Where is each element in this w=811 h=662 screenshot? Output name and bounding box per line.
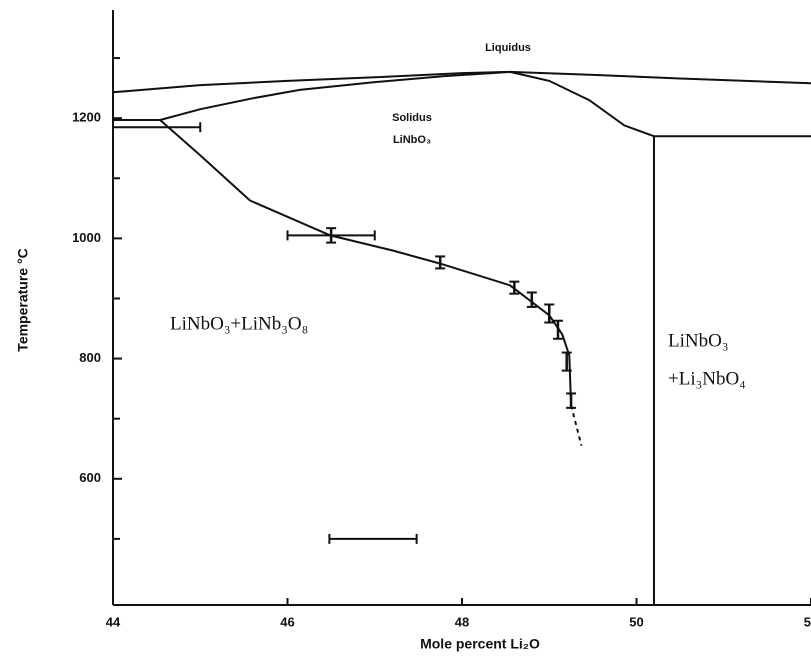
phase-boundary [112, 70, 811, 94]
x-tick-label: 46 [280, 614, 294, 629]
annotation: LiNbO₃ [668, 330, 728, 351]
x-tick-label: 44 [106, 614, 121, 629]
x-axis-title: Mole percent Li₂O [420, 636, 540, 652]
y-tick-label: 1200 [72, 110, 101, 125]
annotation: +Li₃NbO₄ [668, 368, 746, 389]
annotation: Solidus [392, 112, 432, 124]
phase-boundary [570, 405, 583, 446]
x-tick-label: 48 [455, 614, 469, 629]
x-tick-label: 50 [629, 614, 643, 629]
phase-boundary [159, 70, 511, 121]
phase-boundary [159, 119, 573, 406]
y-axis-title: Temperature °C [15, 248, 31, 351]
annotation: LiNbO₃+LiNb₃O₈ [170, 313, 308, 334]
y-tick-label: 1000 [72, 230, 101, 245]
y-tick-label: 800 [79, 350, 101, 365]
y-tick-label: 600 [79, 470, 101, 485]
x-tick-label: 52 [804, 614, 811, 629]
phase-boundary [509, 70, 811, 138]
annotation: Liquidus [485, 42, 531, 54]
annotation: LiNbO₃ [393, 134, 431, 146]
